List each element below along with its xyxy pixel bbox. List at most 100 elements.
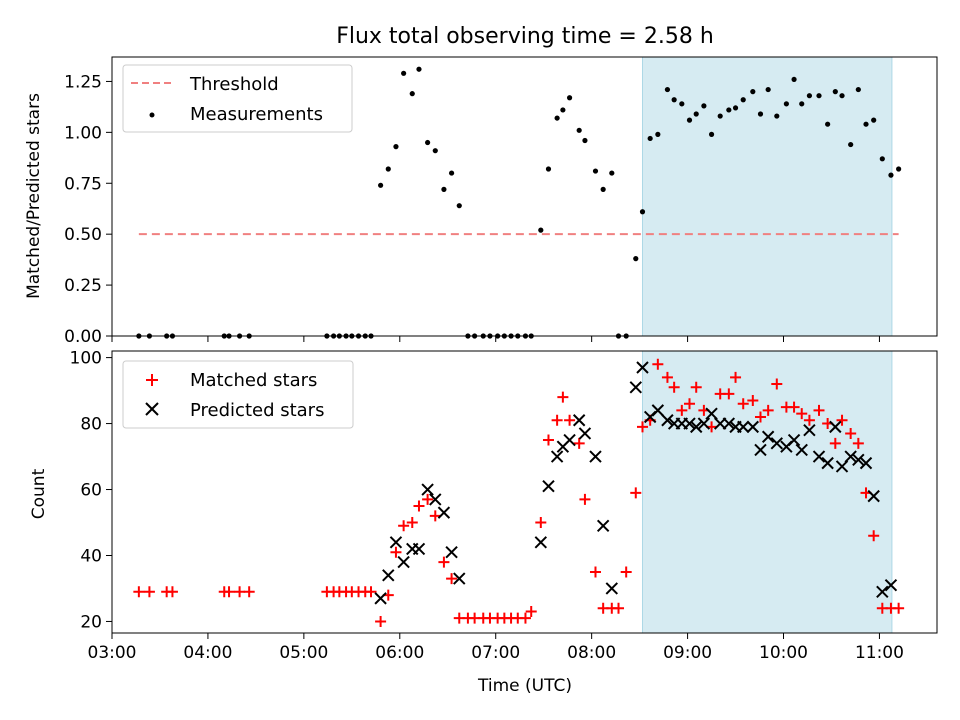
matched-point — [166, 586, 178, 598]
measurement-point — [582, 137, 588, 144]
x-tick-label: 06:00 — [375, 643, 424, 663]
bottom-y-tick-label: 80 — [80, 415, 102, 435]
matched-point — [234, 586, 246, 598]
predicted-point — [722, 417, 736, 430]
measurement-point — [609, 170, 615, 176]
top-y-axis-label: Matched/Predicted stars — [24, 93, 44, 299]
predicted-point — [852, 453, 865, 467]
matched-point — [365, 586, 377, 598]
matched-point — [620, 566, 632, 578]
measurement-legend-label: Measurements — [190, 104, 323, 125]
predicted-point — [746, 420, 760, 434]
matched-point — [723, 388, 735, 400]
predicted-point — [651, 404, 665, 417]
measurement-point — [774, 113, 780, 119]
matched-point — [589, 566, 601, 578]
measurement-point — [441, 186, 447, 192]
measurement-point — [592, 168, 599, 174]
predicted-points — [374, 361, 898, 605]
measurement-point — [717, 113, 723, 119]
bottom-legend: Matched stars Predicted stars — [122, 360, 354, 429]
matched-point — [829, 437, 841, 449]
predicted-point — [683, 417, 696, 430]
matched-point — [406, 517, 418, 529]
matched-point — [813, 404, 825, 416]
matched-point — [668, 381, 680, 393]
matched-point — [771, 378, 783, 390]
predicted-point — [697, 417, 711, 430]
predicted-point — [382, 569, 395, 582]
x-tick-label: 10:00 — [759, 643, 808, 663]
matched-point — [429, 510, 441, 522]
measurement-point — [708, 131, 715, 137]
top-plot-frame — [111, 56, 938, 337]
matched-point — [446, 573, 458, 585]
predicted-point — [445, 545, 458, 559]
measurement-point — [799, 101, 805, 107]
measurement-point — [655, 131, 661, 137]
x-tick-label: 07:00 — [471, 643, 520, 663]
bottom-y-tick-label: 60 — [80, 481, 102, 501]
matched-point — [690, 381, 702, 393]
predicted-point — [754, 443, 767, 457]
bottom-panel: 20 40 60 80 100 03:00 04:00 05:00 06:00 07:00 08:0… — [29, 349, 938, 696]
measurement-point — [416, 66, 422, 72]
predicted-legend-swatch — [145, 402, 159, 416]
predicted-point — [389, 536, 403, 549]
matched-point — [579, 493, 591, 505]
top-legend: Threshold Measurements — [122, 64, 353, 133]
matched-point — [551, 414, 563, 426]
measurement-point — [560, 107, 566, 113]
predicted-point — [589, 450, 602, 463]
measurement-point — [783, 101, 789, 107]
top-y-tick-label: 0.75 — [64, 174, 102, 194]
x-tick-label: 03:00 — [88, 643, 137, 663]
matched-legend-swatch — [146, 374, 158, 386]
top-y-tick-label: 0.50 — [64, 225, 102, 245]
top-axes: 0.00 0.25 0.50 0.75 1.00 1.25 — [64, 72, 880, 347]
matched-point — [754, 411, 766, 423]
measurement-point — [832, 89, 838, 95]
matched-point — [422, 493, 434, 505]
measurement-point — [757, 111, 764, 117]
matched-legend-label: Matched stars — [190, 370, 317, 391]
bottom-shaded-region — [641, 350, 893, 634]
matched-point — [868, 530, 880, 542]
predicted-point — [563, 433, 576, 447]
measurement-legend-swatch — [149, 112, 155, 118]
predicted-point — [867, 489, 880, 503]
predicted-point — [421, 483, 434, 496]
top-y-tick-label: 1.25 — [64, 72, 102, 92]
measurement-point — [848, 141, 854, 148]
matched-point — [630, 487, 642, 499]
top-panel: 0.00 0.25 0.50 0.75 1.00 1.25 Matched/Predict… — [24, 56, 938, 347]
matched-point — [845, 427, 857, 439]
measurement-point — [816, 93, 822, 99]
bottom-plot-frame — [111, 350, 938, 634]
predicted-point — [787, 433, 801, 447]
threshold-legend-label: Threshold — [189, 74, 279, 95]
predicted-point — [550, 450, 564, 463]
matched-point — [243, 586, 255, 598]
measurement-point — [679, 101, 685, 107]
measurement-point — [566, 95, 573, 101]
predicted-point — [761, 430, 775, 443]
measurement-point — [409, 91, 415, 97]
measurement-point — [740, 97, 746, 103]
matched-point — [223, 586, 235, 598]
measurement-point — [855, 86, 861, 93]
predicted-point — [596, 519, 610, 533]
matched-point — [438, 556, 450, 568]
matched-point — [613, 602, 625, 614]
predicted-point — [429, 493, 442, 506]
predicted-point — [412, 542, 426, 556]
measurement-point — [765, 86, 771, 93]
matched-point — [133, 586, 145, 598]
matched-point — [796, 408, 808, 420]
matched-point — [893, 602, 905, 614]
predicted-point — [835, 460, 849, 473]
measurement-point — [576, 127, 582, 133]
matched-point — [652, 358, 664, 370]
predicted-point — [605, 582, 619, 595]
